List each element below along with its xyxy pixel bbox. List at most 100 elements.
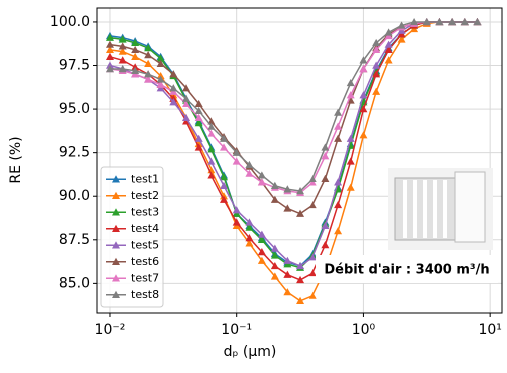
point — [334, 227, 343, 235]
point — [257, 178, 266, 186]
point — [384, 28, 393, 36]
point — [334, 134, 343, 142]
point — [245, 239, 254, 247]
legend-marker — [112, 224, 120, 232]
point — [372, 38, 381, 47]
annotation-box — [316, 255, 498, 283]
legend-marker — [112, 175, 120, 183]
point — [232, 148, 241, 156]
point — [194, 99, 203, 108]
point — [308, 200, 317, 209]
point — [397, 21, 406, 29]
legend-label: test8 — [131, 288, 159, 301]
y-tick-label: 97.5 — [59, 58, 90, 74]
point — [321, 174, 330, 182]
point — [220, 143, 229, 151]
x-tick-label: 10⁰ — [352, 322, 376, 338]
point — [448, 17, 457, 26]
point — [321, 241, 330, 249]
y-axis-label: RE (%) — [8, 136, 24, 183]
point — [359, 131, 368, 139]
plot-frame — [96, 7, 503, 314]
point — [321, 221, 330, 230]
point — [156, 59, 165, 67]
legend-label: test7 — [131, 271, 159, 284]
point — [270, 261, 279, 270]
point — [435, 17, 444, 26]
point — [270, 251, 279, 259]
series-line — [109, 21, 478, 194]
point — [321, 152, 330, 160]
point — [118, 47, 127, 55]
point — [144, 51, 153, 59]
point — [346, 157, 355, 165]
legend-label: test6 — [131, 255, 159, 268]
point — [181, 113, 190, 121]
legend-label: test3 — [131, 205, 159, 218]
point — [105, 33, 114, 41]
legend-label: test4 — [131, 222, 159, 235]
legend-marker — [112, 208, 120, 216]
point — [232, 206, 241, 214]
point — [384, 40, 393, 48]
point — [220, 173, 229, 181]
point — [296, 209, 305, 217]
point — [156, 75, 165, 83]
legend-marker — [112, 274, 120, 282]
point — [334, 200, 343, 209]
point — [346, 91, 355, 99]
point — [207, 122, 216, 130]
point — [397, 35, 406, 43]
legend-marker — [112, 257, 120, 265]
point — [283, 185, 292, 193]
legend-box — [100, 166, 164, 308]
point — [131, 38, 140, 47]
point — [118, 35, 127, 43]
point — [245, 218, 254, 226]
point — [346, 78, 355, 87]
point — [321, 143, 330, 151]
point — [359, 105, 368, 113]
y-tick-label: 100.0 — [50, 14, 90, 30]
point — [359, 91, 368, 99]
point — [473, 17, 482, 26]
point — [308, 174, 317, 182]
point — [270, 272, 279, 280]
point — [118, 65, 127, 73]
point — [207, 117, 216, 125]
point — [308, 291, 317, 299]
x-axis-label: dₚ (µm) — [224, 344, 277, 360]
point — [207, 157, 216, 165]
legend-label: test2 — [131, 189, 159, 202]
point — [156, 80, 165, 88]
point — [144, 70, 153, 78]
point — [144, 59, 153, 67]
annotation: Débit d'air : 3400 m³/h — [324, 263, 489, 278]
y-tick-label: 87.5 — [59, 232, 90, 248]
point — [245, 169, 254, 177]
point — [296, 261, 305, 270]
point — [118, 56, 127, 64]
point — [144, 44, 153, 52]
x-tick-label: 10⁻² — [95, 322, 126, 338]
point — [257, 256, 266, 264]
point — [384, 45, 393, 54]
point — [131, 66, 140, 74]
point — [207, 145, 216, 153]
point — [194, 119, 203, 127]
point — [283, 256, 292, 264]
point — [194, 143, 203, 151]
point — [384, 56, 393, 64]
x-tick-label: 10⁻¹ — [221, 322, 252, 338]
point — [372, 87, 381, 95]
y-tick-label: 95.0 — [59, 101, 90, 117]
y-tick-label: 90.0 — [59, 188, 90, 204]
point — [334, 122, 343, 130]
point — [308, 253, 317, 261]
point — [296, 187, 305, 195]
point — [270, 195, 279, 203]
point — [207, 129, 216, 137]
point — [359, 56, 368, 64]
point — [131, 52, 140, 60]
